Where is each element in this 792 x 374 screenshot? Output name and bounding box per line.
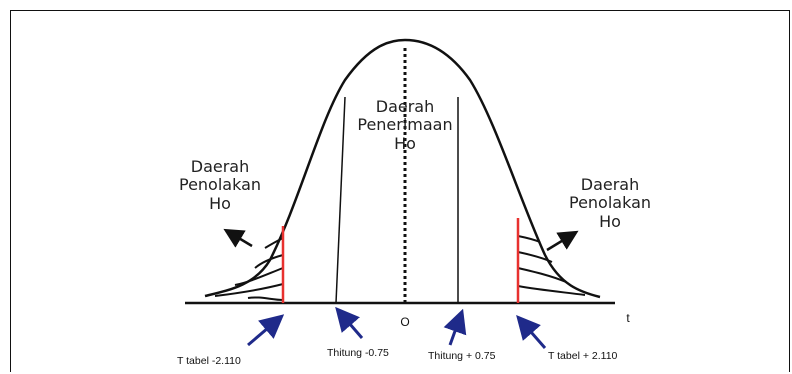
- t-axis-label: t: [626, 311, 630, 325]
- right-rejection-label: Daerah Penolakan Ho: [550, 175, 670, 231]
- acceptance-label: Daerah Penerimaan Ho: [350, 97, 460, 153]
- t-tabel-right-arrow: [516, 314, 547, 349]
- t-hitung-right-label: Thitung + 0.75: [428, 350, 496, 362]
- left-tail-hatching: [214, 237, 284, 301]
- right-rejection-line-1: Daerah: [580, 175, 640, 194]
- acceptance-line-3: Ho: [394, 133, 416, 153]
- t-hitung-line-left: [335, 96, 346, 304]
- t-hitung-left-arrow: [335, 306, 364, 339]
- left-region-arrow: [223, 228, 253, 248]
- left-rejection-label: Daerah Penolakan Ho: [160, 157, 280, 213]
- left-rejection-line-2: Penolakan: [178, 175, 262, 195]
- t-tabel-left-arrow: [247, 314, 285, 347]
- right-region-arrow: [546, 230, 579, 252]
- acceptance-line-1: Daerah: [375, 97, 435, 116]
- origin-label: O: [400, 315, 410, 329]
- t-tabel-left-label: T tabel -2.110: [177, 355, 241, 367]
- t-hitung-left-label: Thitung -0.75: [327, 347, 389, 359]
- t-tabel-right-label: T tabel + 2.110: [548, 350, 618, 362]
- acceptance-line-2: Penerimaan: [357, 115, 453, 135]
- left-rejection-line-3: Ho: [209, 193, 231, 213]
- frame-border: [10, 10, 790, 372]
- right-rejection-line-3: Ho: [599, 211, 621, 231]
- right-tail-hatching: [517, 235, 586, 296]
- t-hitung-right-arrow: [443, 308, 467, 346]
- right-rejection-line-2: Penolakan: [568, 193, 652, 213]
- left-rejection-line-1: Daerah: [190, 157, 250, 176]
